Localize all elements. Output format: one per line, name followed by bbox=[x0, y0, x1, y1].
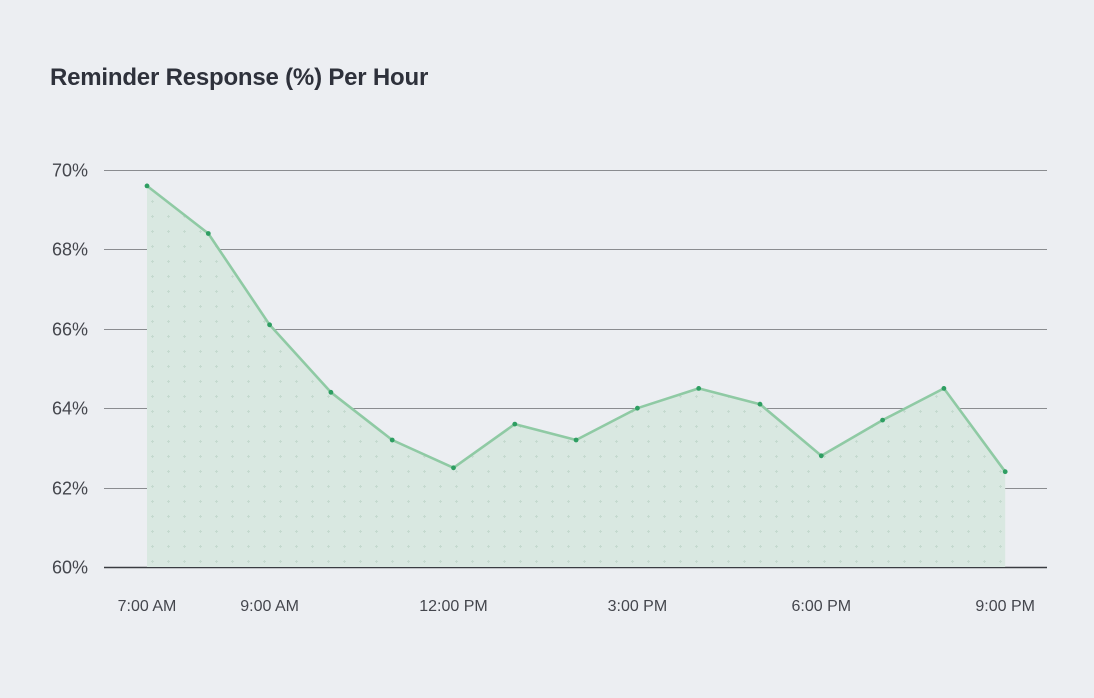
x-tick-label: 6:00 PM bbox=[792, 598, 852, 615]
y-axis: 60% 62% 64% 66% 68% 70% bbox=[52, 161, 88, 578]
data-point[interactable]: 3:00 PM: 64% bbox=[635, 405, 640, 411]
data-point[interactable]: 9:00 PM: 62.4% bbox=[1002, 469, 1008, 475]
area-fill-pattern bbox=[147, 185, 1006, 567]
y-tick-label: 64% bbox=[52, 399, 88, 419]
y-tick-label: 68% bbox=[52, 240, 88, 260]
data-point[interactable]: 6:00 PM: 62.8% bbox=[818, 453, 824, 459]
x-tick-label: 3:00 PM bbox=[608, 598, 668, 615]
data-point[interactable]: 1:00 PM: 63.6% bbox=[512, 421, 518, 427]
y-tick-label: 66% bbox=[52, 320, 88, 340]
area-fill bbox=[147, 185, 1006, 567]
data-point[interactable]: 10:00 AM: 64.4% bbox=[328, 389, 334, 395]
data-point[interactable]: 2:00 PM: 63.2% bbox=[573, 437, 579, 443]
data-series: 7:00 AM: 69.6% 8:00 AM: 68.4% 9:00 AM: 66.… bbox=[144, 183, 1008, 475]
data-point[interactable]: 4:00 PM: 64.5% bbox=[696, 386, 702, 391]
data-point[interactable]: 7:00 PM: 63.7% bbox=[880, 417, 885, 423]
data-point[interactable]: 12:00 PM: 62.5% bbox=[451, 465, 456, 471]
data-point[interactable]: 7:00 AM: 69.6% bbox=[144, 183, 150, 189]
data-point[interactable]: 8:00 AM: 68.4% bbox=[205, 231, 211, 236]
y-tick-label: 70% bbox=[52, 161, 88, 181]
data-point[interactable]: 5:00 PM: 64.1% bbox=[757, 401, 763, 407]
data-point[interactable]: 8:00 PM: 64.5% bbox=[941, 386, 947, 391]
y-tick-label: 60% bbox=[52, 558, 88, 578]
x-tick-label: 7:00 AM bbox=[118, 598, 177, 615]
x-axis: 7:00 AM 9:00 AM 12:00 PM 3:00 PM 6:00 PM 9:00… bbox=[118, 598, 1035, 615]
x-tick-label: 9:00 PM bbox=[975, 598, 1035, 615]
x-tick-label: 12:00 PM bbox=[419, 598, 487, 615]
chart-title: Reminder Response (%) Per Hour bbox=[50, 64, 429, 91]
x-tick-label: 9:00 AM bbox=[240, 598, 299, 615]
y-tick-label: 62% bbox=[52, 479, 88, 499]
data-point[interactable]: 11:00 AM: 63.2% bbox=[389, 437, 395, 443]
data-point[interactable]: 9:00 AM: 66.1% bbox=[267, 322, 272, 328]
